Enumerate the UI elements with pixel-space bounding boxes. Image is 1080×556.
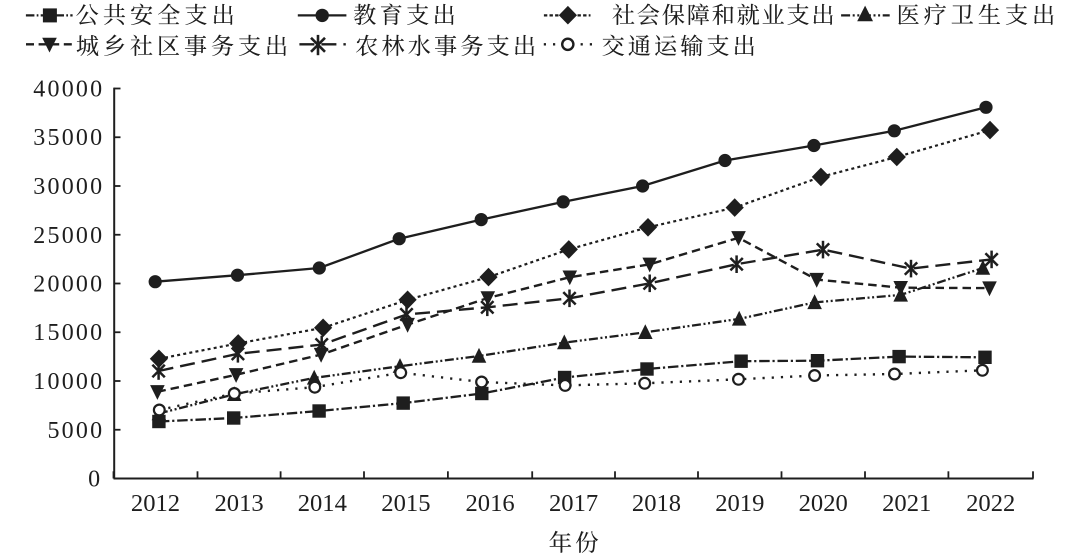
- svg-text:40000: 40000: [33, 77, 104, 103]
- svg-text:25000: 25000: [33, 223, 104, 249]
- svg-text:2016: 2016: [466, 490, 515, 517]
- svg-text:2018: 2018: [632, 490, 681, 517]
- svg-text:2014: 2014: [298, 490, 347, 517]
- svg-text:35000: 35000: [33, 125, 104, 151]
- svg-text:10000: 10000: [33, 369, 104, 395]
- svg-text:15000: 15000: [33, 320, 104, 346]
- svg-text:2017: 2017: [549, 490, 598, 517]
- svg-text:2020: 2020: [799, 490, 848, 517]
- svg-text:5000: 5000: [47, 418, 104, 444]
- svg-text:2015: 2015: [381, 490, 430, 517]
- svg-text:2021: 2021: [882, 490, 931, 517]
- svg-text:20000: 20000: [33, 272, 104, 298]
- svg-text:2012: 2012: [131, 490, 180, 517]
- svg-text:2019: 2019: [715, 490, 764, 517]
- svg-text:2013: 2013: [215, 490, 264, 517]
- svg-text:0: 0: [88, 467, 102, 493]
- svg-text:2022: 2022: [966, 490, 1015, 517]
- svg-text:30000: 30000: [33, 174, 104, 200]
